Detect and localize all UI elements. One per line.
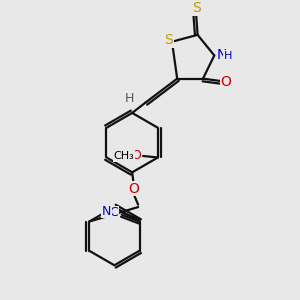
Text: C: C [110, 206, 118, 220]
Text: O: O [128, 182, 139, 196]
Text: H: H [224, 51, 232, 61]
Text: CH₃: CH₃ [114, 151, 134, 161]
Text: N: N [217, 48, 227, 62]
Text: H: H [124, 92, 134, 105]
Text: N: N [102, 205, 111, 218]
Text: S: S [164, 33, 173, 47]
Text: O: O [131, 149, 141, 163]
Text: O: O [221, 75, 232, 88]
Text: S: S [192, 1, 201, 15]
